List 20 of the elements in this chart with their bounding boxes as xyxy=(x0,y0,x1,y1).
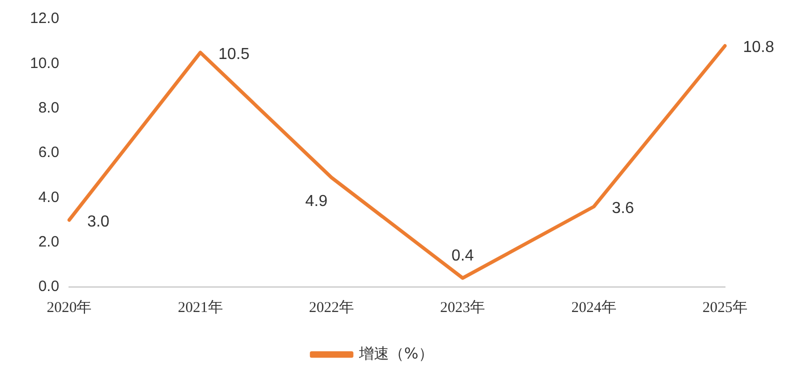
x-tick-label: 2025年 xyxy=(702,298,748,316)
x-tick-label: 2023年 xyxy=(440,298,486,316)
y-tick-label: 12.0 xyxy=(30,10,60,28)
x-tick-label: 2024年 xyxy=(571,298,616,316)
y-tick-label: 0.0 xyxy=(38,278,60,296)
y-tick-label: 4.0 xyxy=(38,188,60,206)
data-label: 3.0 xyxy=(87,213,110,230)
data-label: 10.5 xyxy=(218,46,250,63)
data-label: 4.9 xyxy=(305,192,328,210)
x-tick-label: 2022年 xyxy=(309,298,354,316)
legend-label: 增速（%） xyxy=(358,344,434,362)
y-tick-label: 8.0 xyxy=(38,99,60,116)
data-label: 3.6 xyxy=(612,200,634,218)
y-tick-label: 6.0 xyxy=(38,144,60,162)
y-tick-label: 2.0 xyxy=(38,233,60,250)
data-label: 0.4 xyxy=(452,247,474,264)
y-tick-label: 10.0 xyxy=(30,54,60,72)
data-label: 10.8 xyxy=(743,39,774,56)
x-tick-label: 2021年 xyxy=(178,298,223,316)
x-tick-label: 2020年 xyxy=(46,298,92,316)
